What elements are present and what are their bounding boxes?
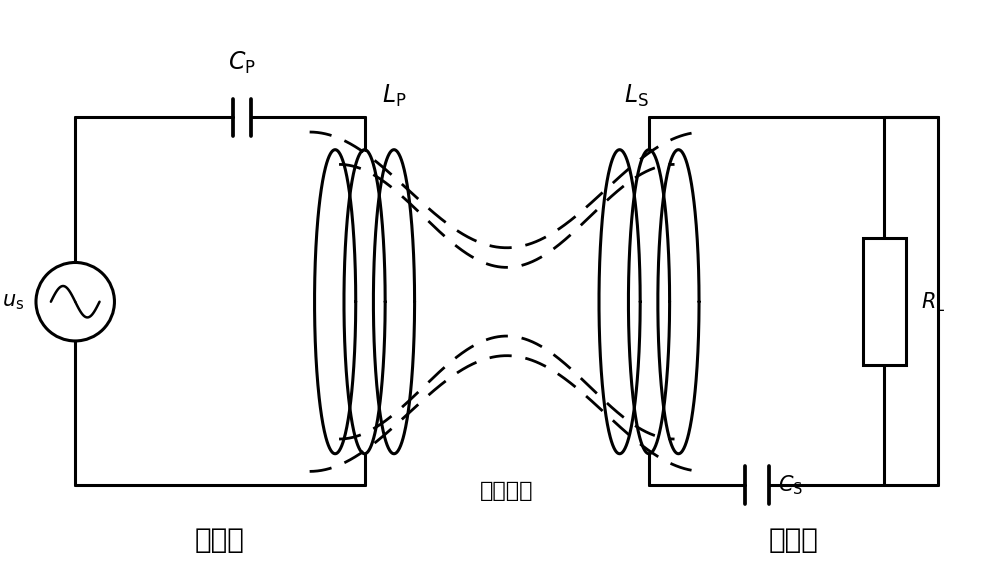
FancyBboxPatch shape (863, 238, 906, 366)
Text: $C_\mathrm{P}$: $C_\mathrm{P}$ (228, 50, 256, 76)
Text: $u_\mathrm{s}$: $u_\mathrm{s}$ (2, 292, 24, 312)
Text: 发射端: 发射端 (195, 526, 245, 554)
Text: 接收端: 接收端 (769, 526, 819, 554)
Text: $L_\mathrm{S}$: $L_\mathrm{S}$ (624, 83, 649, 110)
Text: $L_\mathrm{P}$: $L_\mathrm{P}$ (382, 83, 407, 110)
Text: 耦合谐振: 耦合谐振 (480, 481, 534, 501)
Text: $C_\mathrm{S}$: $C_\mathrm{S}$ (778, 474, 804, 497)
Text: $R_\mathrm{L}$: $R_\mathrm{L}$ (921, 290, 945, 313)
